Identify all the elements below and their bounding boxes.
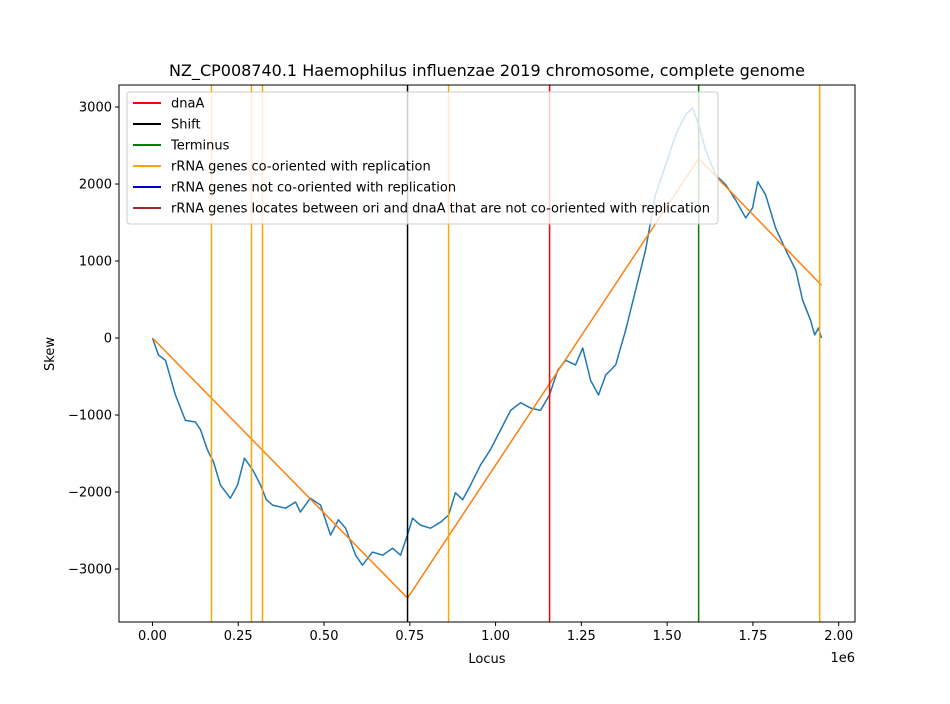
legend-label: rRNA genes co-oriented with replication (171, 160, 431, 175)
y-tick-label: 2000 (79, 178, 112, 193)
y-tick-label: 0 (104, 332, 112, 347)
x-tick-label: 0.50 (310, 629, 339, 644)
legend-label: Shift (171, 118, 201, 133)
x-tick-label: 2.00 (824, 629, 853, 644)
x-tick-label: 1.25 (567, 629, 596, 644)
x-tick-label: 0.25 (224, 629, 253, 644)
skew-line (151, 157, 823, 599)
legend: dnaA Shift Terminus rRNA genes co-oriented … (126, 91, 719, 225)
x-tick-label: 1.50 (653, 629, 682, 644)
legend-label: rRNA genes not co-oriented with replicat… (171, 181, 456, 196)
legend-label: rRNA genes locates between ori and dnaA … (171, 202, 710, 217)
x-tick-label: 1.75 (738, 629, 767, 644)
legend-label: Terminus (170, 139, 230, 154)
y-tick-label: −2000 (68, 486, 112, 501)
legend-label: dnaA (171, 97, 204, 112)
x-tick-label: 0.00 (138, 629, 167, 644)
y-axis-label: Skew (43, 337, 58, 371)
y-tick-label: 1000 (79, 255, 112, 270)
y-tick-label: 3000 (79, 101, 112, 116)
legend-box (126, 91, 719, 225)
plot-frame (118, 84, 856, 623)
x-offset-label: 1e6 (830, 651, 855, 666)
chart-title: NZ_CP008740.1 Haemophilus influenzae 201… (169, 61, 805, 81)
x-tick-label: 1.00 (481, 629, 510, 644)
x-axis-label: Locus (468, 652, 505, 667)
y-tick-label: −1000 (68, 409, 112, 424)
y-tick-label: −3000 (68, 563, 112, 578)
skew-line (151, 107, 823, 566)
x-tick-label: 0.75 (395, 629, 424, 644)
